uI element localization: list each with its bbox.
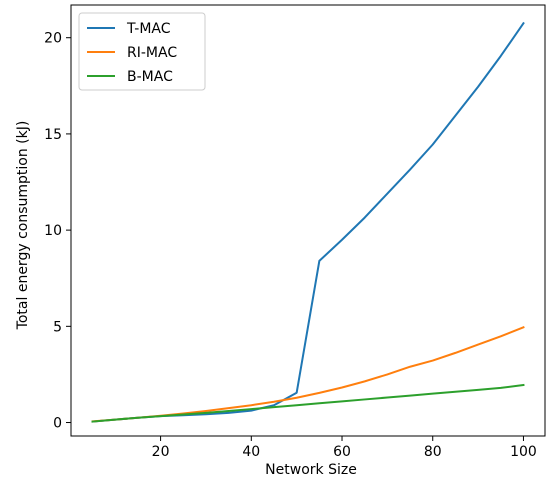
x-tick-label: 80 [424,444,442,460]
series-line-ri-mac [91,325,525,423]
y-tick-label: 15 [44,127,62,143]
legend-label-t-mac: T-MAC [126,21,171,37]
x-tick-label: 40 [242,444,260,460]
legend-label-ri-mac: RI-MAC [127,45,177,61]
y-tick-label: 5 [53,319,62,335]
y-tick-label: 10 [44,223,62,239]
x-tick-label: 20 [152,444,170,460]
legend: T-MAC RI-MAC B-MAC [78,12,206,91]
legend-label-b-mac: B-MAC [127,69,173,85]
x-tick-label: 60 [333,444,351,460]
y-tick-label: 0 [53,416,62,432]
y-axis-label: Total energy consumption (kJ) [15,121,31,331]
x-tick-label: 100 [510,444,537,460]
series-line-b-mac [91,383,525,423]
y-tick-label: 20 [44,31,62,47]
axes-layer: 20 40 60 80 100 0 5 10 15 20 [44,4,546,460]
plot-layer [91,21,525,423]
x-axis-label: Network Size [265,462,357,478]
legend-box [78,12,206,91]
plot-frame [70,4,546,437]
